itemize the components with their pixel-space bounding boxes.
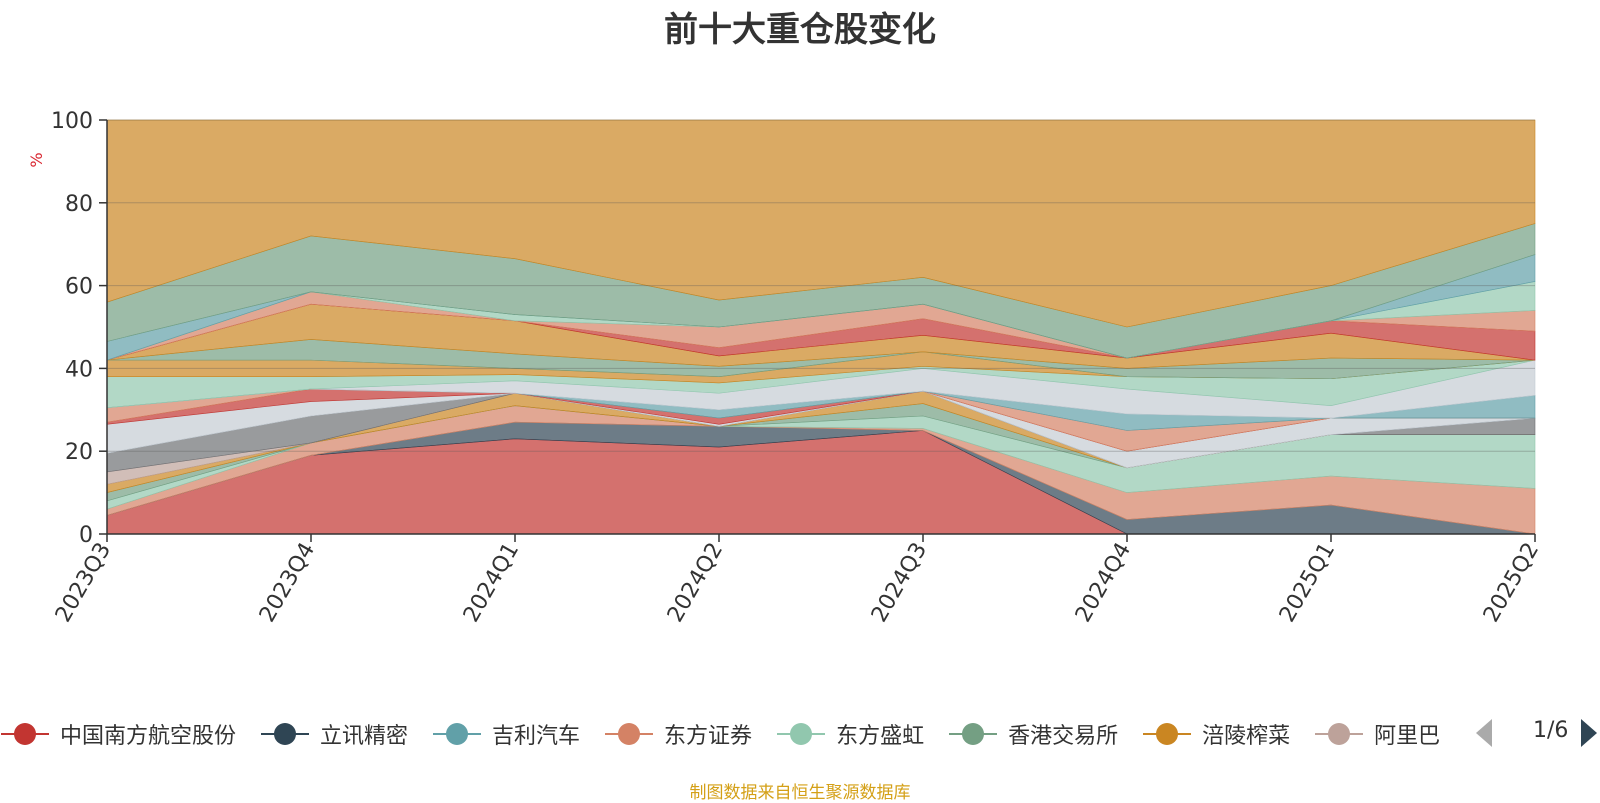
y-tick-label: 20 xyxy=(65,440,93,465)
legend-pager xyxy=(1476,719,1597,747)
legend-label: 东方证券 xyxy=(664,724,753,749)
legend-label: 香港交易所 xyxy=(1008,724,1119,749)
legend-item[interactable]: 东方证券 xyxy=(604,718,752,750)
x-tick-label: 2024Q1 xyxy=(459,539,524,627)
legend-item[interactable]: 阿里巴 xyxy=(1314,718,1440,750)
x-tick-label: 2025Q2 xyxy=(1479,539,1544,627)
data-source-note: 制图数据来自恒生聚源数据库 xyxy=(689,783,911,803)
legend-label: 中国南方航空股份 xyxy=(60,724,237,749)
legend-marker-icon xyxy=(433,723,482,745)
y-tick-label: 0 xyxy=(79,523,93,548)
legend-prev-icon[interactable] xyxy=(1476,719,1492,747)
y-tick-label: 60 xyxy=(65,275,93,300)
legend-item[interactable]: 立讯精密 xyxy=(260,718,408,750)
y-tick-label: 80 xyxy=(65,192,93,217)
legend-item[interactable]: 涪陵榨菜 xyxy=(1142,718,1290,750)
legend-marker-icon xyxy=(949,723,998,745)
x-tick-label: 2023Q3 xyxy=(51,539,116,627)
legend-marker-icon xyxy=(1,723,49,745)
legend-marker-icon xyxy=(1315,723,1364,745)
legend-item[interactable]: 吉利汽车 xyxy=(432,718,580,750)
legend-label: 立讯精密 xyxy=(320,724,409,749)
x-tick-label: 2025Q1 xyxy=(1275,539,1340,627)
y-axis-unit: % xyxy=(27,152,46,167)
legend-item[interactable]: 中国南方航空股份 xyxy=(0,718,236,750)
x-tick-label: 2024Q2 xyxy=(663,539,728,627)
legend: 中国南方航空股份 立讯精密 吉利汽车 东方证券 东方盛虹 香港交易所 涪陵榨菜 阿里巴 xyxy=(0,700,1484,760)
legend-label: 涪陵榨菜 xyxy=(1202,724,1291,749)
legend-marker-icon xyxy=(1143,723,1192,745)
y-tick-label: 40 xyxy=(65,357,93,382)
legend-label: 阿里巴 xyxy=(1374,724,1441,749)
area-layer-24 xyxy=(106,119,1536,328)
legend-marker-icon xyxy=(605,723,654,745)
legend-label: 东方盛虹 xyxy=(836,724,925,749)
x-tick-label: 2024Q4 xyxy=(1071,539,1136,627)
legend-next-icon[interactable] xyxy=(1581,719,1597,747)
chart-title: 前十大重仓股变化 xyxy=(664,10,936,50)
legend-label: 吉利汽车 xyxy=(492,724,581,749)
legend-marker-icon xyxy=(777,723,826,745)
x-tick-label: 2024Q3 xyxy=(867,539,932,627)
legend-item[interactable]: 东方盛虹 xyxy=(776,718,924,750)
x-tick-label: 2023Q4 xyxy=(255,539,320,627)
area-layers xyxy=(106,119,1536,535)
legend-item[interactable]: 香港交易所 xyxy=(948,718,1118,750)
legend-page-indicator: 1/6 xyxy=(1533,718,1569,743)
y-tick-label: 100 xyxy=(51,109,93,134)
legend-marker-icon xyxy=(261,723,310,745)
